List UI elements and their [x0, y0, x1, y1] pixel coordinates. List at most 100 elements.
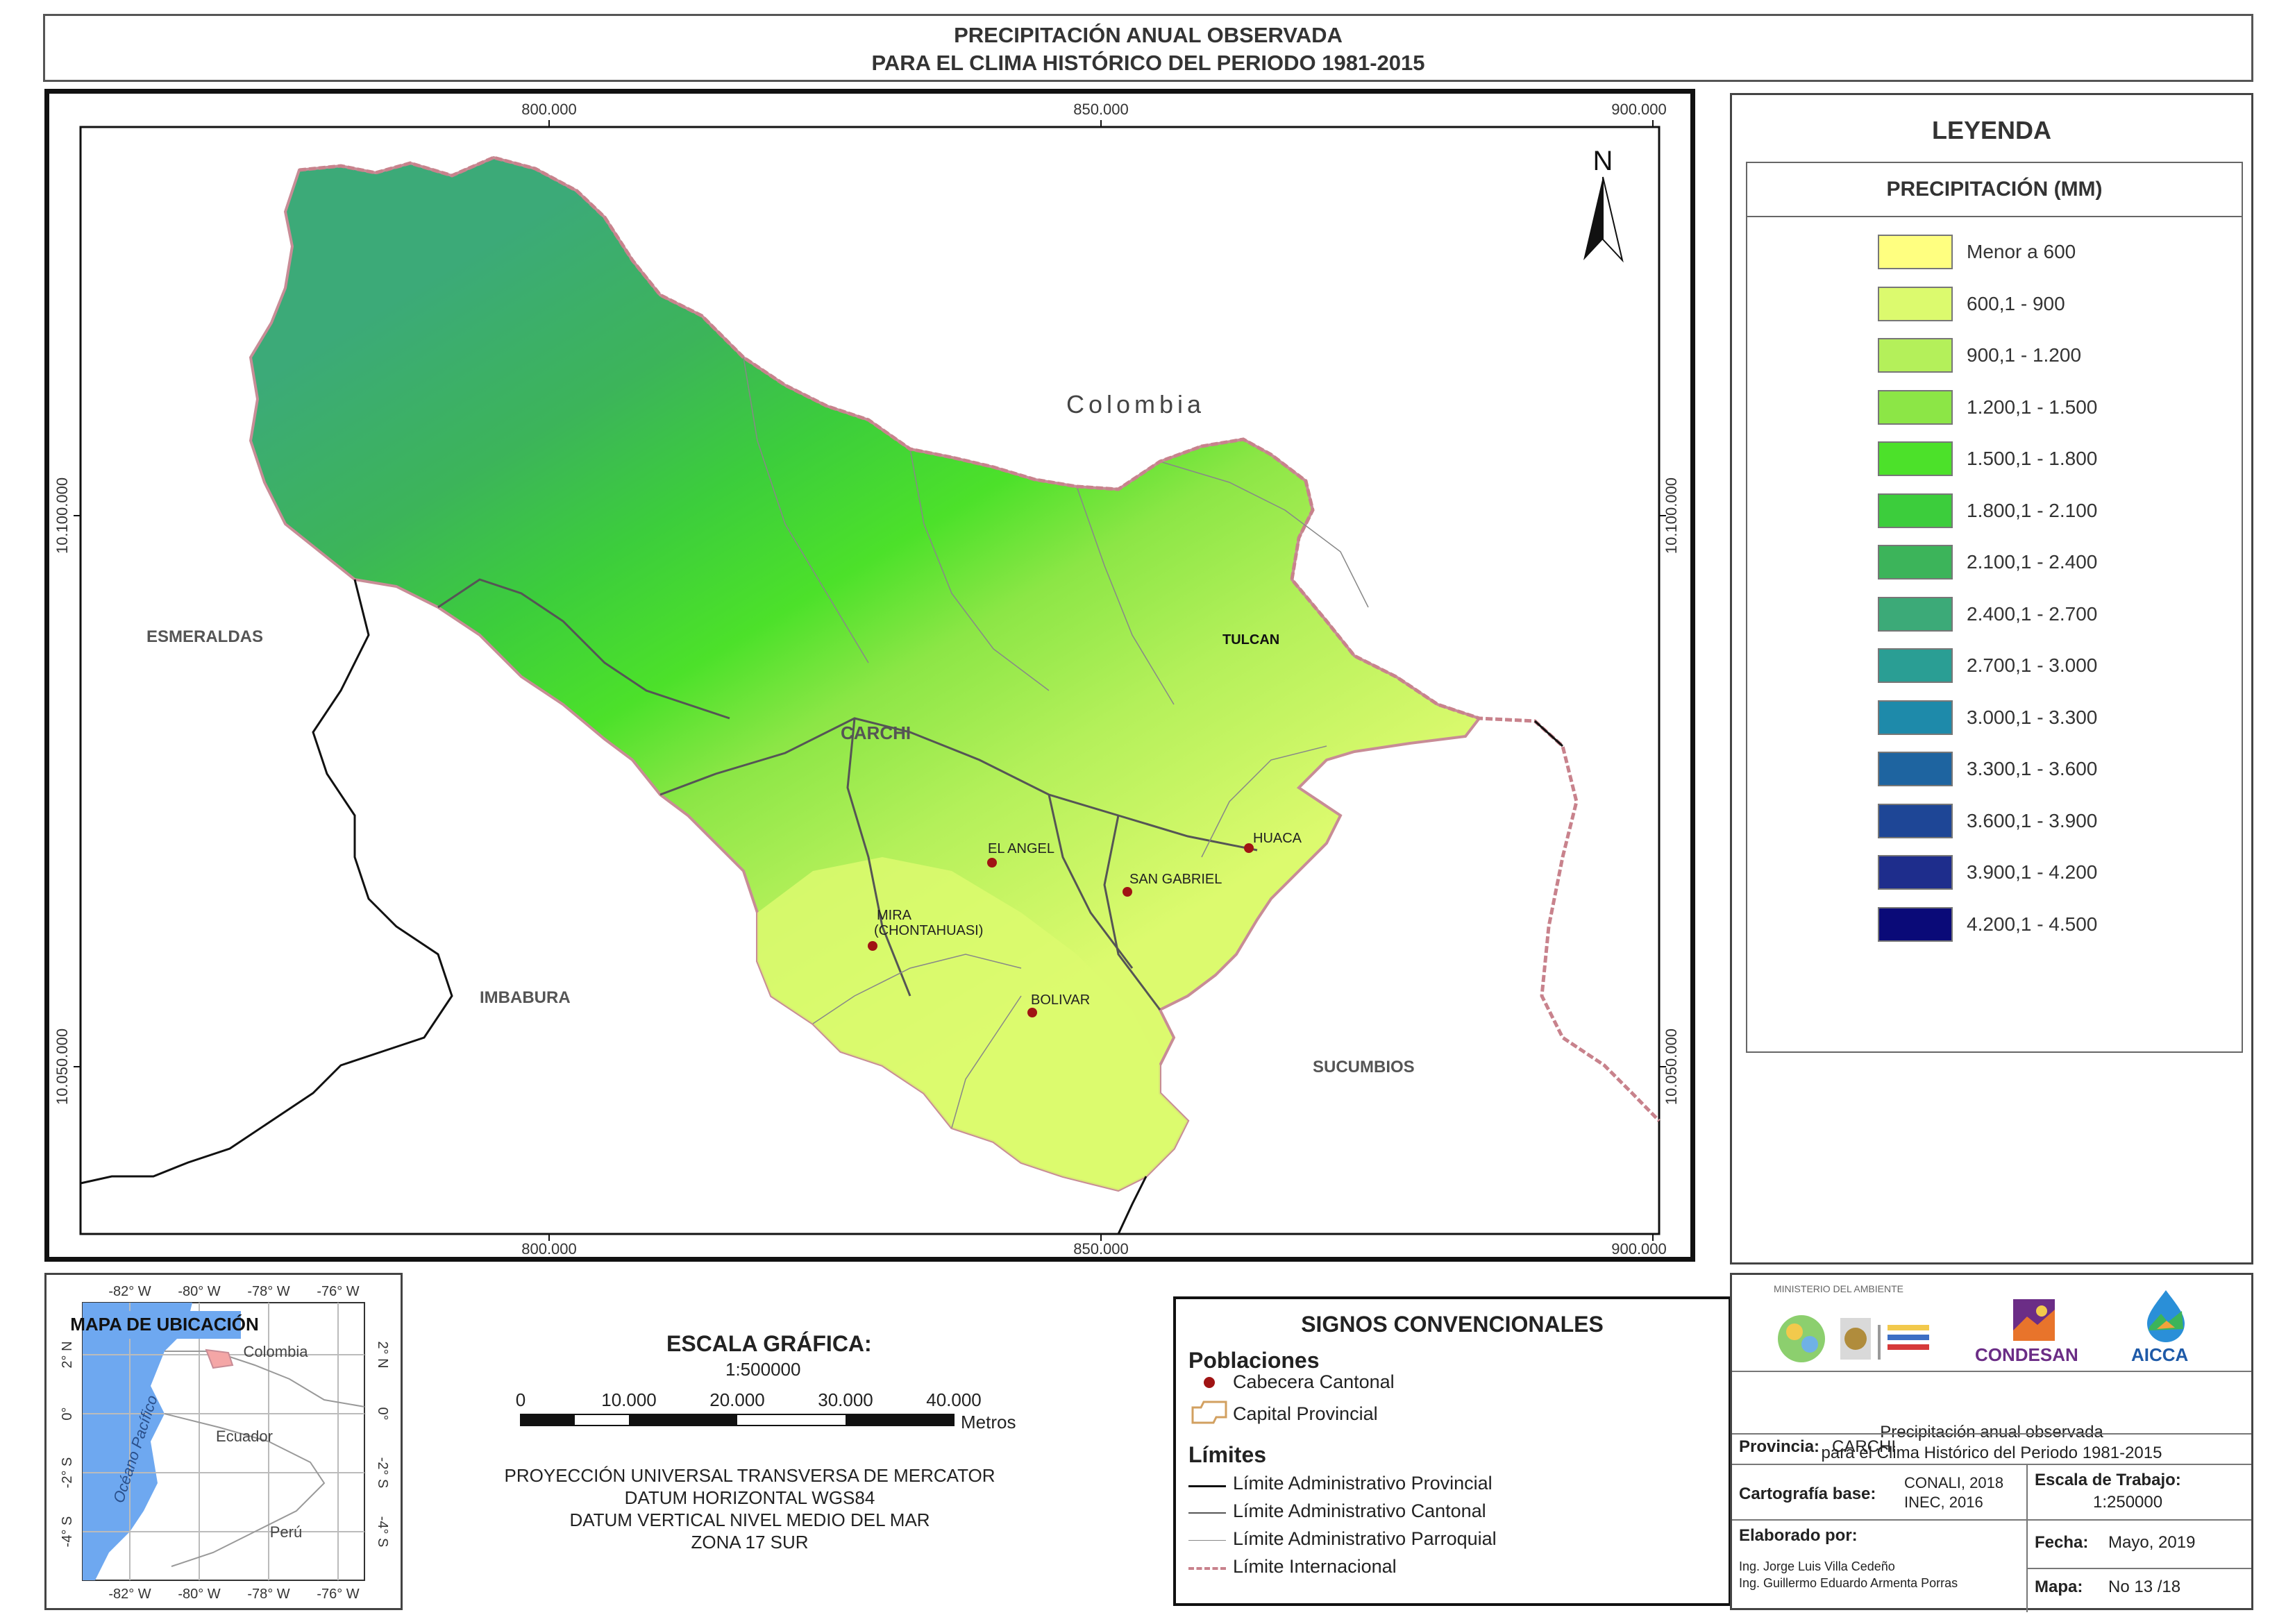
scale-tick-40000: 40.000 — [926, 1389, 982, 1410]
description-line1: Precipitación anual observada — [1880, 1423, 2103, 1441]
loc-lat-2s-r: -2° S — [375, 1457, 390, 1489]
base-values: CONALI, 2018 INEC, 2016 — [1904, 1473, 2003, 1512]
town-mira: MIRA — [877, 908, 912, 923]
limit-international: Límite Internacional — [1233, 1556, 1397, 1577]
limit-international-symbol — [1188, 1567, 1226, 1570]
legend-swatch — [1878, 752, 1953, 786]
date-label: Fecha: — [2035, 1533, 2089, 1552]
legend-item: 3.300,1 - 3.600 — [1878, 751, 2097, 787]
population-capital: Capital Provincial — [1233, 1403, 1378, 1424]
legend-swatch — [1878, 700, 1953, 735]
cabecera-symbol — [1204, 1377, 1215, 1388]
country-label: Colombia — [1066, 390, 1205, 418]
limits-title: Límites — [1188, 1442, 1267, 1467]
limit-parroquial-symbol — [1188, 1540, 1226, 1541]
legend-item: 1.800,1 - 2.100 — [1878, 493, 2097, 529]
title-line1: PRECIPITACIÓN ANUAL OBSERVADA — [954, 23, 1343, 47]
location-map-canvas: MAPA DE UBICACIÓN -82° W -80° W -78° W -… — [60, 1284, 390, 1602]
cantonal-boundaries — [437, 578, 1258, 1010]
description-line2: para el Clima Histórico del Periodo 1981… — [1821, 1444, 2162, 1462]
limit-provincial-symbol — [1188, 1485, 1226, 1487]
legend-swatch — [1878, 648, 1953, 683]
loc-lat-0: 0° — [60, 1407, 75, 1420]
info-divider-2 — [1732, 1433, 2251, 1435]
legend-label: 1.500,1 - 1.800 — [1967, 448, 2098, 469]
signs-title: SIGNOS CONVENCIONALES — [1301, 1312, 1604, 1337]
legend-item: 3.000,1 - 3.300 — [1878, 700, 2097, 736]
limit-cantonal-symbol — [1188, 1512, 1226, 1514]
legend-swatch — [1878, 906, 1953, 942]
info-divider-1 — [1732, 1371, 2251, 1372]
scale-tick-10000: 10.000 — [601, 1389, 657, 1410]
base-value2: INEC, 2016 — [1904, 1494, 1983, 1511]
legend-label: 2.400,1 - 2.700 — [1967, 602, 2098, 625]
loc-lon-80: -80° W — [178, 1284, 220, 1299]
neighbor-esmeraldas: ESMERALDAS — [146, 627, 263, 646]
legend-panel: LEYENDA PRECIPITACIÓN (MM) Menor a 600 60… — [1730, 93, 2253, 1264]
loc-lat-4s-r: -4° S — [375, 1516, 390, 1548]
author-1: Ing. Jorge Luis Villa Cedeño — [1739, 1559, 1895, 1573]
legend-swatch — [1878, 441, 1953, 476]
map-number-value: No 13 /18 — [2108, 1578, 2181, 1596]
map-number-label: Mapa: — [2035, 1578, 2083, 1596]
legend-box: PRECIPITACIÓN (MM) Menor a 600 600,1 - 90… — [1746, 162, 2243, 1053]
populations-title: Poblaciones — [1188, 1348, 1320, 1373]
condesan-logo — [2013, 1299, 2055, 1341]
carchi-highlight — [205, 1348, 234, 1369]
loc-country-peru: Perú — [270, 1523, 302, 1541]
grid-x-bottom-850: 850.000 — [1073, 1240, 1129, 1257]
ministry-logo-text: MINISTERIO DEL AMBIENTE — [1774, 1283, 1903, 1294]
legend-item: 1.500,1 - 1.800 — [1878, 441, 2097, 477]
legend-swatch — [1878, 389, 1953, 425]
legend-swatch — [1878, 338, 1953, 373]
loc-lon-78-b: -78° W — [247, 1587, 289, 1602]
grid-labels: 800.000 850.000 900.000 800.000 850.000 … — [53, 101, 1680, 1257]
legend-title: LEYENDA — [1931, 116, 2052, 144]
legend-swatch — [1878, 596, 1953, 632]
limit-provincial: Límite Administrativo Provincial — [1233, 1473, 1493, 1494]
main-map: 800.000 850.000 900.000 800.000 850.000 … — [44, 89, 1695, 1262]
grid-x-top-900: 900.000 — [1611, 101, 1667, 118]
scale-tick-0: 0 — [516, 1389, 526, 1410]
legend-item: 3.900,1 - 4.200 — [1878, 854, 2097, 890]
projection-line3: DATUM VERTICAL NIVEL MEDIO DEL MAR — [569, 1509, 930, 1530]
grid-x-top-850: 850.000 — [1073, 101, 1129, 118]
international-border — [299, 155, 1661, 1122]
title-line2: PARA EL CLIMA HISTÓRICO DEL PERIODO 1981… — [871, 51, 1425, 75]
legend-swatch — [1878, 855, 1953, 890]
legend-label: 900,1 - 1.200 — [1967, 344, 2082, 366]
date-value: Mayo, 2019 — [2108, 1533, 2196, 1552]
north-label: N — [1593, 146, 1613, 176]
scale-title: ESCALA GRÁFICA: — [666, 1331, 872, 1356]
info-divider-3 — [1732, 1464, 2251, 1465]
legend-swatch — [1878, 545, 1953, 580]
base-value1: CONALI, 2018 — [1904, 1474, 2004, 1491]
legend-item: 2.700,1 - 3.000 — [1878, 648, 2097, 684]
legend-item: Menor a 600 — [1878, 234, 2076, 270]
map-neatline — [79, 126, 1661, 1235]
loc-lon-82: -82° W — [108, 1284, 151, 1299]
title-box: PRECIPITACIÓN ANUAL OBSERVADA PARA EL CL… — [43, 14, 2253, 82]
aicca-name: AICCA — [2131, 1344, 2189, 1365]
capital-label: TULCAN — [1222, 632, 1279, 648]
loc-lon-82-b: -82° W — [108, 1587, 151, 1602]
grid-x-bottom-900: 900.000 — [1611, 1240, 1667, 1257]
legend-item: 1.200,1 - 1.500 — [1878, 389, 2097, 425]
aicca-logo — [2147, 1290, 2185, 1342]
neighbor-sucumbios: SUCUMBIOS — [1313, 1058, 1415, 1076]
condesan-name: CONDESAN — [1975, 1344, 2078, 1365]
loc-lat-2n-r: 2° N — [375, 1341, 390, 1368]
loc-lon-78: -78° W — [247, 1284, 289, 1299]
info-divider-5 — [2026, 1568, 2251, 1569]
loc-lon-80-b: -80° W — [178, 1587, 220, 1602]
legend-item: 600,1 - 900 — [1878, 286, 2065, 322]
projection-line4: ZONA 17 SUR — [691, 1532, 809, 1553]
info-divider-4 — [1732, 1519, 2251, 1521]
ocean-shape — [83, 1303, 192, 1580]
scale-ratio: 1:500000 — [725, 1359, 801, 1380]
dry-band — [757, 857, 1188, 1190]
province-label: Provincia: — [1739, 1437, 1820, 1456]
town-dot-bolivar — [1027, 1008, 1037, 1017]
grid-y-right-10050: 10.050.000 — [1663, 1029, 1680, 1105]
legend-item: 4.200,1 - 4.500 — [1878, 906, 2097, 942]
